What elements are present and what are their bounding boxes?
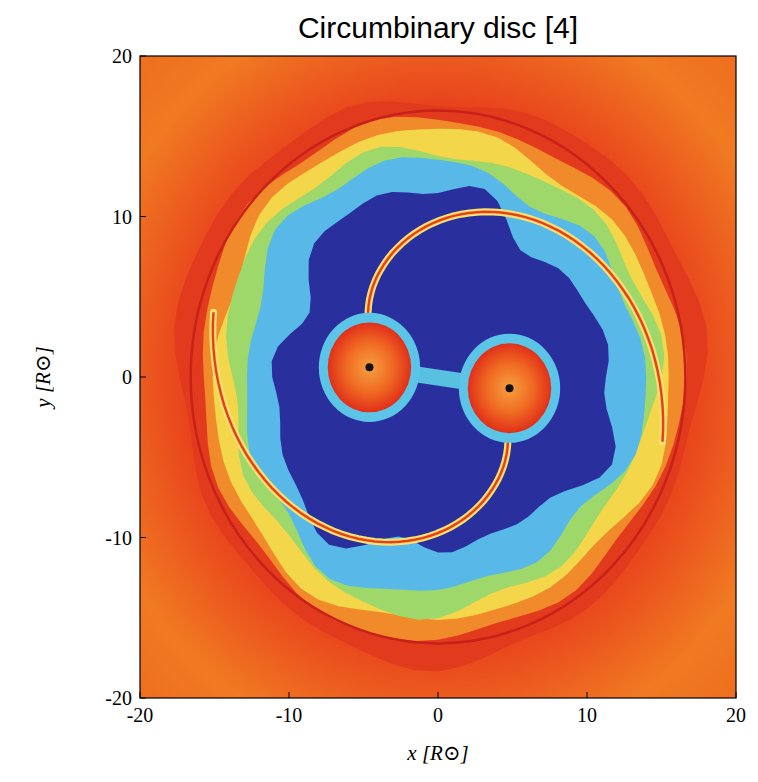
y-tick (140, 377, 146, 378)
x-tick-label: 20 (726, 704, 746, 726)
disc-ring (226, 147, 664, 620)
x-tick (289, 692, 290, 698)
x-tick-label: 0 (433, 704, 443, 726)
y-axis-title: y [R⊙] (31, 346, 55, 409)
minidisc-halo (319, 313, 420, 422)
background (140, 56, 736, 698)
y-tick (140, 216, 146, 217)
disc-ring (213, 129, 669, 620)
y-tick-label: -20 (105, 687, 132, 709)
cavity (272, 186, 616, 553)
star (365, 363, 373, 371)
frame (140, 56, 736, 698)
x-tick (587, 692, 588, 698)
y-tick (140, 56, 146, 57)
y-tick (140, 537, 146, 538)
spiral-arm (213, 312, 508, 542)
root: -20-1001020-20-1001020x [R⊙]y [R⊙]Circum… (0, 0, 758, 782)
spiral-arm (213, 312, 508, 542)
x-tick-label: 10 (577, 704, 597, 726)
y-tick-label: 20 (112, 45, 132, 67)
plot-area (140, 56, 736, 698)
title: Circumbinary disc [4] (298, 11, 578, 44)
x-axis-title: x [R⊙] (406, 741, 468, 765)
minidisc (328, 322, 411, 412)
minidisc (468, 343, 551, 433)
star (506, 384, 514, 392)
minidisc-halo (459, 334, 560, 443)
disc-ring (174, 101, 708, 671)
ring-edge (191, 111, 686, 644)
spiral-arm (368, 212, 663, 442)
chart: -20-1001020-20-1001020x [R⊙]y [R⊙]Circum… (0, 0, 758, 782)
x-tick (140, 692, 141, 698)
spiral-arm (368, 212, 663, 442)
y-tick (140, 698, 146, 699)
x-tick-label: -10 (276, 704, 303, 726)
x-tick (438, 692, 439, 698)
x-tick (736, 692, 737, 698)
y-tick-label: -10 (105, 527, 132, 549)
y-tick-label: 10 (112, 206, 132, 228)
y-tick-label: 0 (122, 366, 132, 388)
